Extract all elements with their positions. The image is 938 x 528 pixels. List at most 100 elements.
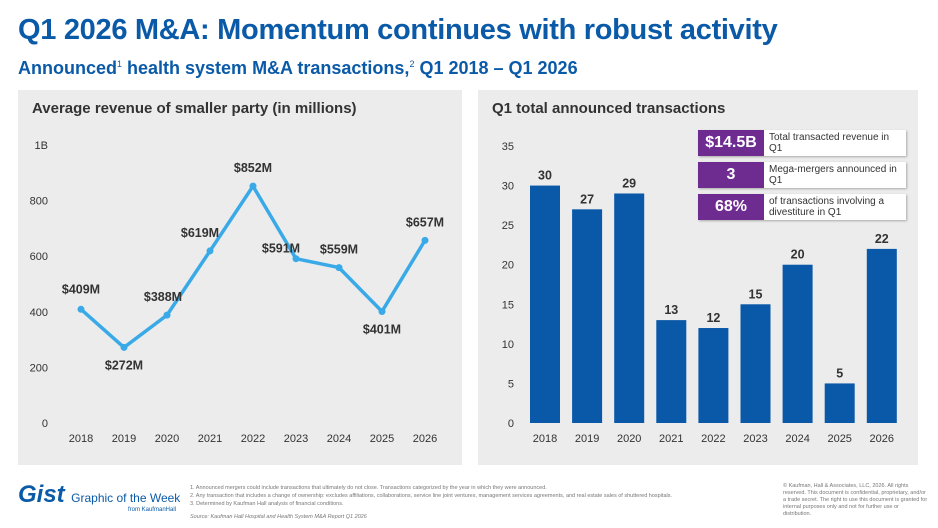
y-tick-label: 20 [502, 260, 514, 272]
x-tick-label: 2019 [112, 433, 136, 445]
data-point [163, 311, 171, 319]
logo-from: from KaufmanHall [127, 507, 176, 513]
x-tick-label: 2022 [241, 433, 265, 445]
x-tick-label: 2024 [785, 433, 809, 445]
data-label: 30 [538, 169, 552, 183]
bar [656, 320, 687, 423]
subtitle-text: health system M&A transactions, [122, 58, 410, 78]
y-tick-label: 5 [508, 378, 514, 390]
page-subtitle: Announced1 health system M&A transaction… [18, 58, 578, 79]
data-label: $657M [406, 215, 444, 229]
y-tick-label: 15 [502, 299, 514, 311]
footnote-ref: 1 [117, 59, 123, 69]
line-chart-panel: Average revenue of smaller party (in mil… [18, 90, 462, 465]
data-label: 27 [580, 192, 594, 206]
page-title: Q1 2026 M&A: Momentum continues with rob… [18, 14, 778, 46]
footnote: 2. Any transaction that includes a chang… [190, 493, 673, 499]
data-label: 12 [706, 311, 720, 325]
x-tick-label: 2022 [701, 433, 725, 445]
bar-chart: 0510152025303530201827201929202013202112… [502, 141, 897, 445]
y-tick-label: 600 [30, 251, 48, 263]
gist-logo: Gist Graphic of the Week from KaufmanHal… [18, 481, 180, 513]
stat-value: 3 [698, 162, 764, 188]
data-label: $388M [144, 290, 182, 304]
bar [740, 304, 771, 423]
x-tick-label: 2025 [370, 433, 394, 445]
data-label: $852M [234, 161, 272, 175]
stat-value: $14.5B [698, 130, 764, 156]
y-tick-label: 0 [42, 418, 48, 430]
y-tick-label: 25 [502, 220, 514, 232]
data-point [335, 264, 343, 272]
x-tick-label: 2018 [533, 433, 557, 445]
y-tick-label: 1B [35, 140, 48, 152]
x-tick-label: 2021 [198, 433, 222, 445]
x-tick-label: 2024 [327, 433, 351, 445]
y-tick-label: 200 [30, 362, 48, 374]
data-label: 5 [836, 366, 843, 380]
data-point [292, 255, 300, 263]
bar [866, 248, 897, 423]
stat-box: 3 Mega-mergers announced in Q1 [698, 162, 906, 188]
data-label: $409M [62, 282, 100, 296]
y-tick-label: 10 [502, 339, 514, 351]
stat-label: of transactions involving a divestiture … [764, 194, 906, 220]
bar [530, 185, 560, 423]
logo-tagline: Graphic of the Week [71, 491, 181, 505]
x-tick-label: 2025 [827, 433, 851, 445]
logo-gist: Gist [18, 481, 65, 508]
y-tick-label: 30 [502, 181, 514, 193]
source-note: Source: Kaufman Hall Hospital and Health… [190, 514, 367, 520]
data-label: 22 [875, 232, 889, 246]
data-point [77, 305, 85, 313]
copyright: © Kaufman, Hall & Associates, LLC, 2026.… [783, 483, 928, 517]
x-tick-label: 2018 [69, 433, 93, 445]
x-tick-label: 2021 [659, 433, 683, 445]
x-tick-label: 2023 [284, 433, 308, 445]
x-tick-label: 2026 [870, 433, 894, 445]
bar [782, 264, 813, 423]
x-tick-label: 2026 [413, 433, 437, 445]
bar [698, 328, 729, 423]
data-label: 20 [791, 248, 805, 262]
stat-value: 68% [698, 194, 764, 220]
y-tick-label: 400 [30, 307, 48, 319]
subtitle-text: Q1 2018 – Q1 2026 [414, 58, 578, 78]
x-tick-label: 2019 [575, 433, 599, 445]
footnote-ref: 2 [409, 59, 415, 69]
data-label: 13 [664, 303, 678, 317]
data-label: $272M [105, 358, 143, 372]
y-tick-label: 35 [502, 141, 514, 153]
bar [824, 383, 855, 423]
data-point [249, 182, 257, 190]
stat-box: $14.5B Total transacted revenue in Q1 [698, 130, 906, 156]
data-label: 29 [622, 176, 636, 190]
bar [572, 209, 603, 423]
footnote: 3. Determined by Kaufman Hall analysis o… [190, 501, 344, 507]
data-label: 15 [749, 287, 763, 301]
subtitle-text: Announced [18, 58, 117, 78]
bar-chart-panel: Q1 total announced transactions 0 5 10 15 20… [478, 90, 918, 465]
data-label: $401M [363, 323, 401, 337]
data-point [421, 236, 429, 244]
y-tick-label: 800 [30, 196, 48, 208]
data-point [378, 308, 386, 316]
data-label: $591M [262, 242, 300, 256]
footnote: 1. Announced mergers could include trans… [190, 485, 547, 491]
data-label: $619M [181, 226, 219, 240]
data-label: $559M [320, 243, 358, 257]
data-point [120, 343, 128, 351]
y-tick-label: 0 [508, 418, 514, 430]
footnotes: 1. Announced mergers could include trans… [190, 484, 672, 508]
x-tick-label: 2020 [617, 433, 641, 445]
bar [614, 193, 645, 423]
data-point [206, 247, 214, 255]
x-tick-label: 2020 [155, 433, 179, 445]
line-chart: 0 200 400 600 800 1B 2018 2019 2020 2021 2022 2023 2… [30, 140, 444, 445]
stat-label: Mega-mergers announced in Q1 [764, 162, 906, 188]
stat-box: 68% of transactions involving a divestitu… [698, 194, 906, 220]
x-tick-label: 2023 [743, 433, 767, 445]
line-chart-title: Average revenue of smaller party (in mil… [32, 100, 357, 117]
stat-label: Total transacted revenue in Q1 [764, 130, 906, 156]
bar-chart-title: Q1 total announced transactions [492, 100, 726, 117]
